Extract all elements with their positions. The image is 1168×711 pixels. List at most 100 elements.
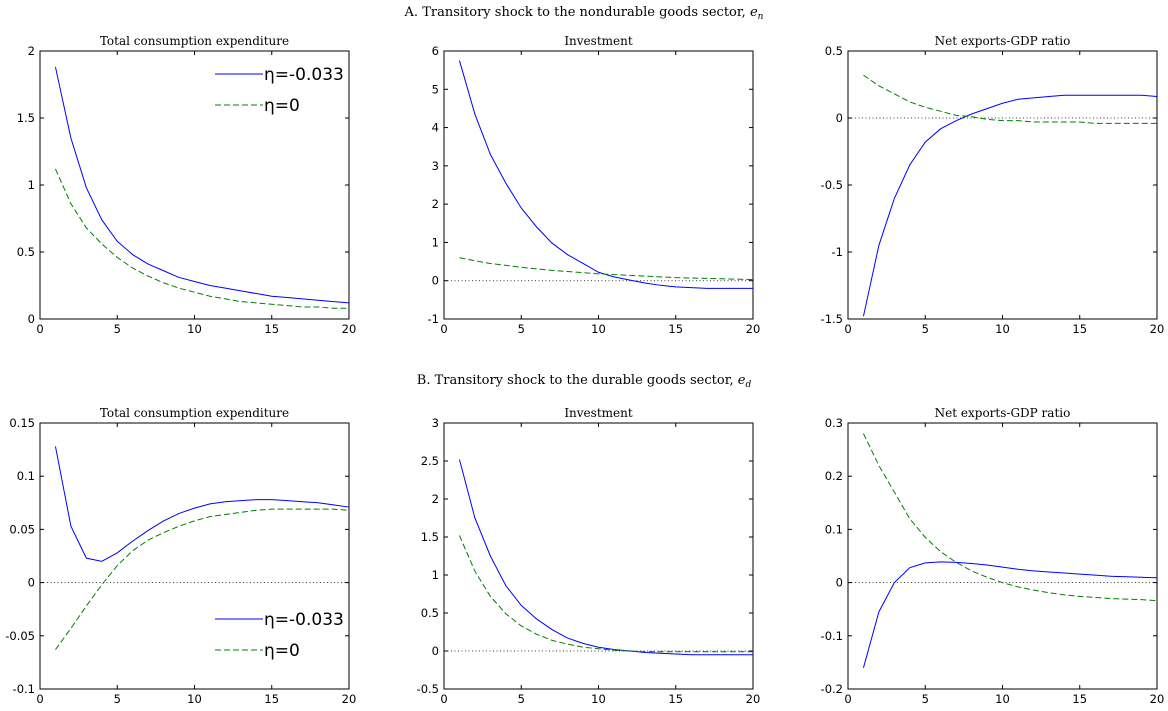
- y-tick-label: 4: [432, 121, 439, 135]
- y-tick-label: -1: [428, 312, 439, 326]
- x-tick-label: 0: [440, 322, 447, 336]
- x-tick-label: 10: [187, 322, 202, 336]
- series-line-eta-zero: [54, 168, 349, 309]
- y-tick-label: 1: [432, 568, 439, 582]
- x-tick-label: 5: [922, 692, 929, 706]
- x-tick-label: 5: [518, 692, 525, 706]
- y-tick-label: 2: [432, 492, 439, 506]
- y-tick-label: -0.05: [5, 629, 35, 643]
- legend-label: η=-0.033: [264, 610, 344, 630]
- panel-a-total-consumption-expenditure: Total consumption expenditure 0 5 10 15 20 0 0.…: [17, 34, 357, 336]
- x-tick-label: 20: [342, 692, 357, 706]
- panel-title: Net exports-GDP ratio: [935, 406, 1071, 420]
- section-title-a: A. Transitory shock to the nondurable go…: [404, 5, 764, 22]
- y-tick-label: 1.5: [17, 111, 35, 125]
- x-tick-label: 10: [591, 322, 606, 336]
- series-line-eta-zero: [862, 433, 1158, 602]
- y-tick-label: 0.15: [9, 416, 35, 430]
- x-tick-label: 0: [844, 322, 851, 336]
- y-tick-label: 2: [432, 197, 439, 211]
- panel-title: Investment: [564, 406, 633, 420]
- y-tick-label: -1: [832, 245, 843, 259]
- legend-label: η=-0.033: [264, 65, 344, 85]
- x-tick-label: 0: [36, 692, 43, 706]
- y-tick-label: 0: [432, 274, 439, 288]
- y-tick-label: 0: [28, 576, 35, 590]
- y-tick-label: -0.1: [821, 629, 843, 643]
- y-tick-label: 3: [432, 416, 439, 430]
- series-line-eta-zero: [863, 74, 1157, 124]
- x-tick-label: 15: [668, 692, 683, 706]
- y-tick-label: -0.5: [821, 178, 843, 192]
- x-tick-label: 0: [440, 692, 447, 706]
- series-line-eta-neg: [458, 459, 753, 656]
- x-tick-label: 10: [995, 322, 1010, 336]
- legend-label: η=0: [264, 96, 300, 116]
- axes-frame: [39, 422, 350, 690]
- y-tick-label: 1.5: [421, 530, 439, 544]
- y-tick-label: 0.2: [825, 469, 843, 483]
- y-tick-label: 0: [836, 576, 843, 590]
- section-title-b: B. Transitory shock to the durable goods…: [417, 373, 752, 390]
- x-tick-label: 5: [922, 322, 929, 336]
- x-tick-label: 20: [342, 322, 357, 336]
- legend-label: η=0: [264, 641, 300, 661]
- y-tick-label: 0: [432, 644, 439, 658]
- x-tick-label: 20: [1150, 322, 1165, 336]
- x-tick-label: 15: [264, 692, 279, 706]
- x-tick-label: 10: [995, 692, 1010, 706]
- axes-frame: [39, 50, 350, 320]
- axes-frame: [847, 422, 1158, 690]
- y-tick-label: 0.3: [825, 416, 843, 430]
- y-tick-label: 0: [836, 111, 843, 125]
- x-tick-label: 20: [746, 322, 761, 336]
- y-tick-label: 2: [28, 44, 35, 58]
- y-tick-label: -0.2: [821, 682, 843, 696]
- y-tick-label: 5: [432, 82, 439, 96]
- x-tick-label: 10: [187, 692, 202, 706]
- x-tick-label: 15: [264, 322, 279, 336]
- y-tick-label: 1: [28, 178, 35, 192]
- y-tick-label: 0.5: [17, 245, 35, 259]
- x-tick-label: 15: [1072, 322, 1087, 336]
- series-line-eta-neg: [54, 446, 350, 562]
- x-tick-label: 10: [591, 692, 606, 706]
- axes-frame: [443, 422, 754, 690]
- y-tick-label: 0.05: [9, 522, 35, 536]
- panel-b-net-exports-gdp-ratio: Net exports-GDP ratio 0 5 10 15 20 -0.2 -0.1 0 0.…: [821, 406, 1165, 706]
- series-line-eta-zero: [459, 257, 754, 281]
- x-tick-label: 5: [518, 322, 525, 336]
- x-tick-label: 0: [36, 322, 43, 336]
- series-line-eta-neg: [862, 561, 1158, 668]
- panel-b-total-consumption-expenditure: Total consumption expenditure 0 5 10 15 20 -0.…: [5, 406, 356, 706]
- y-tick-label: 0.5: [825, 44, 843, 58]
- x-tick-label: 0: [844, 692, 851, 706]
- panel-title: Total consumption expenditure: [100, 406, 289, 420]
- y-tick-label: -0.5: [417, 682, 439, 696]
- y-tick-label: 0: [28, 312, 35, 326]
- panel-title: Total consumption expenditure: [100, 34, 289, 48]
- panel-a-net-exports-gdp-ratio: Net exports-GDP ratio 0 5 10 15 20 -1.5 -1 -0.5 0…: [821, 34, 1165, 336]
- x-tick-label: 20: [746, 692, 761, 706]
- y-tick-label: -0.1: [13, 682, 35, 696]
- y-tick-label: 6: [432, 44, 439, 58]
- y-tick-label: -1.5: [821, 312, 843, 326]
- series-line-eta-zero: [458, 535, 753, 653]
- y-tick-label: 1: [432, 235, 439, 249]
- series-line-eta-neg: [862, 94, 1158, 317]
- panel-title: Investment: [564, 34, 633, 48]
- y-tick-label: 0.1: [17, 469, 35, 483]
- y-tick-label: 0.5: [421, 606, 439, 620]
- y-tick-label: 3: [432, 159, 439, 173]
- y-tick-label: 2.5: [421, 454, 439, 468]
- x-tick-label: 5: [114, 322, 121, 336]
- series-line-eta-neg: [54, 66, 350, 304]
- axes-frame: [847, 50, 1158, 320]
- y-tick-label: 0.1: [825, 522, 843, 536]
- x-tick-label: 15: [1072, 692, 1087, 706]
- axes-frame: [443, 50, 754, 320]
- x-tick-label: 20: [1150, 692, 1165, 706]
